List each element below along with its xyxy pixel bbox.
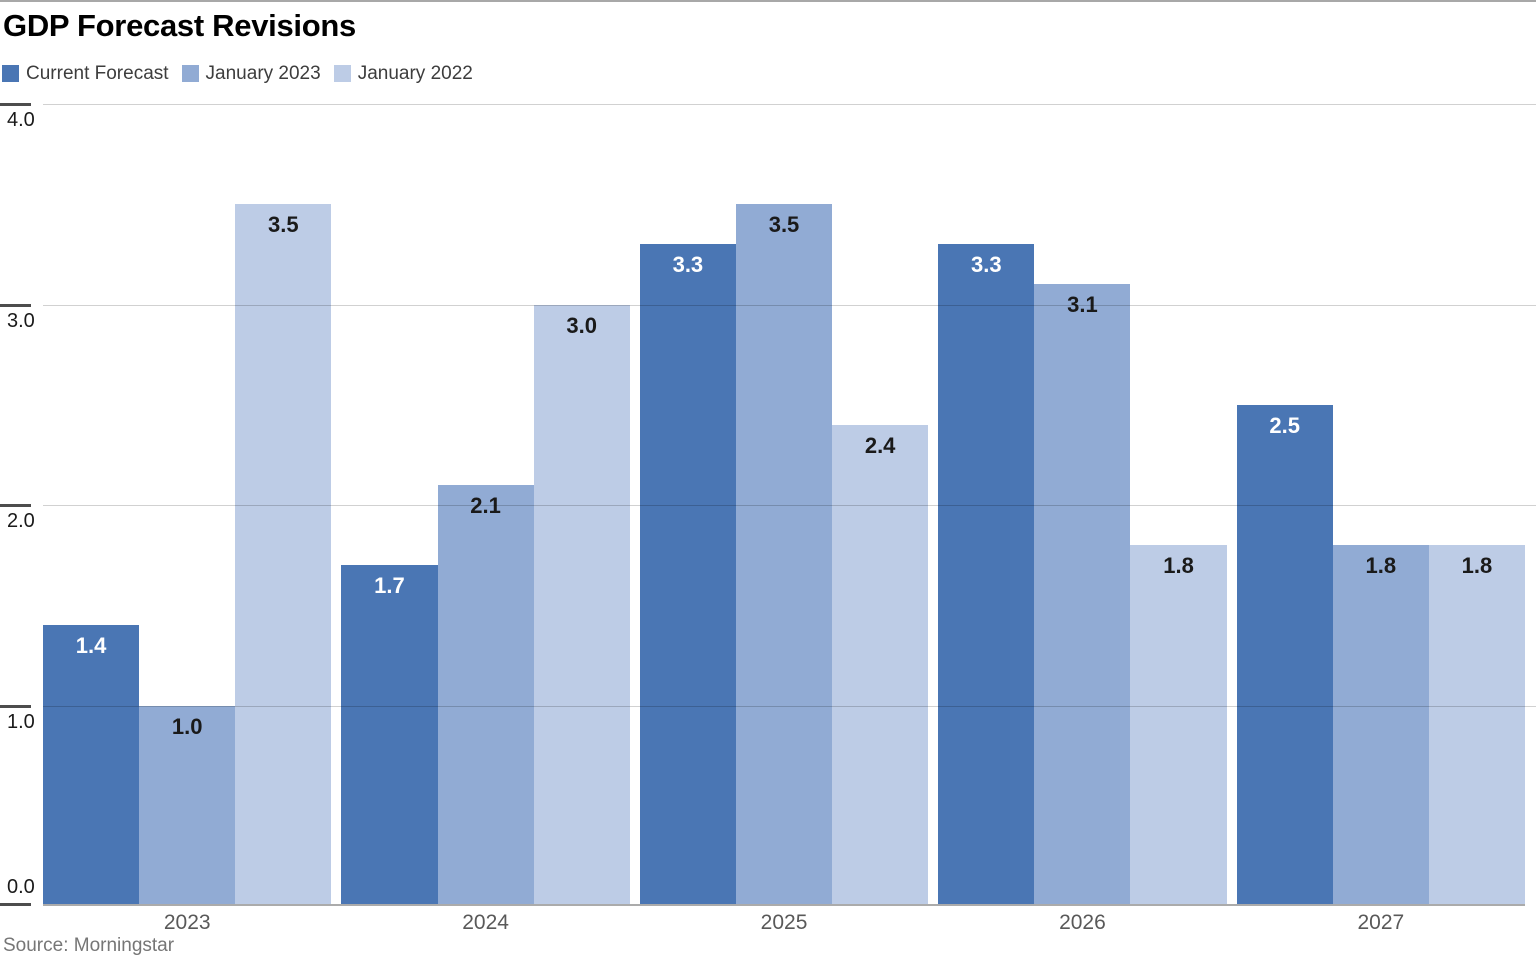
bar-value-label: 2.4 — [864, 432, 896, 458]
legend-swatch-icon — [333, 65, 351, 82]
x-label-2023: 2023 — [163, 911, 211, 934]
bar-value-label: 3.1 — [1067, 292, 1098, 318]
y-tick-label: 1.0 — [7, 710, 35, 733]
legend-item-january-2022: January 2022 — [333, 63, 473, 84]
bar-value-label: 3.5 — [268, 212, 299, 238]
bar-value-label: 2.1 — [470, 492, 501, 518]
bar-january-2023-2026: 3.1 — [1034, 284, 1131, 906]
bar-value-label: 1.8 — [1365, 553, 1397, 579]
source-note: Source: Morningstar — [3, 935, 175, 956]
bar-value-label: 3.3 — [672, 252, 704, 278]
legend-swatch-icon — [181, 65, 199, 82]
bar-group-2025: 3.3 3.5 2.4 — [639, 104, 929, 906]
y-tick-mark — [0, 103, 31, 106]
bar-january-2023-2023: 1.0 — [139, 705, 236, 906]
bar-january-2022-2027: 1.8 — [1428, 545, 1525, 906]
bar-value-label: 3.5 — [768, 212, 800, 238]
y-tick-mark — [0, 303, 31, 307]
y-tick-mark — [0, 704, 31, 708]
bar-value-label: 2.5 — [1269, 412, 1300, 438]
bar-group-2027: 2.5 1.8 1.8 — [1236, 104, 1525, 906]
legend: Current Forecast January 2023 January 2022 — [2, 64, 486, 83]
bar-value-label: 1.0 — [171, 713, 203, 739]
bar-january-2022-2023: 3.5 — [235, 204, 332, 906]
bar-group-2023: 1.4 1.0 3.5 — [43, 104, 332, 906]
legend-label: January 2023 — [205, 63, 321, 84]
x-label-2024: 2024 — [462, 911, 509, 934]
bar-value-label: 1.4 — [75, 633, 107, 659]
x-axis-labels: 2023 2024 2025 2026 2027 — [43, 911, 1525, 934]
bar-january-2023-2024: 2.1 — [437, 484, 534, 906]
bar-value-label: 3.0 — [566, 312, 598, 338]
bar-january-2023-2027: 1.8 — [1332, 545, 1429, 906]
y-tick-label: 4.0 — [7, 109, 35, 131]
bar-group-2026: 3.3 3.1 1.8 — [938, 104, 1227, 906]
y-tick-mark — [0, 903, 31, 906]
bar-january-2022-2025: 2.4 — [832, 424, 929, 906]
bar-value-label: 3.3 — [970, 252, 1002, 278]
chart-title: GDP Forecast Revisions — [3, 8, 356, 43]
legend-swatch-icon — [2, 65, 19, 82]
legend-item-current-forecast: Current Forecast — [2, 64, 169, 83]
y-tick-label: 2.0 — [7, 510, 35, 532]
bar-value-label: 1.8 — [1461, 553, 1493, 579]
plot-area: 1.4 1.0 3.5 1.7 2.1 3.0 3.3 3.5 2.4 3.3 3.1 1.8 2.5 1… — [43, 104, 1525, 906]
bar-current-forecast-2025: 3.3 — [639, 244, 736, 906]
x-label-2025: 2025 — [760, 911, 808, 934]
y-tick-mark — [0, 504, 31, 507]
y-tick-label: 0.0 — [7, 876, 35, 898]
bar-value-label: 1.8 — [1163, 553, 1194, 579]
y-tick-label: 3.0 — [7, 309, 35, 332]
bar-january-2022-2026: 1.8 — [1130, 545, 1227, 906]
bar-january-2022-2024: 3.0 — [533, 304, 630, 906]
bar-group-2024: 1.7 2.1 3.0 — [341, 104, 630, 906]
x-label-2027: 2027 — [1357, 911, 1405, 934]
bar-current-forecast-2027: 2.5 — [1236, 404, 1333, 906]
bar-value-label: 1.7 — [374, 573, 405, 599]
bar-january-2023-2025: 3.5 — [735, 204, 833, 906]
legend-label: Current Forecast — [26, 63, 169, 84]
x-label-2026: 2026 — [1059, 911, 1106, 934]
bar-current-forecast-2024: 1.7 — [341, 565, 438, 906]
bar-current-forecast-2023: 1.4 — [43, 625, 140, 906]
legend-label: January 2022 — [357, 63, 473, 84]
top-border-rule — [0, 0, 1536, 2]
bar-current-forecast-2026: 3.3 — [938, 244, 1035, 906]
legend-item-january-2023: January 2023 — [181, 63, 321, 84]
